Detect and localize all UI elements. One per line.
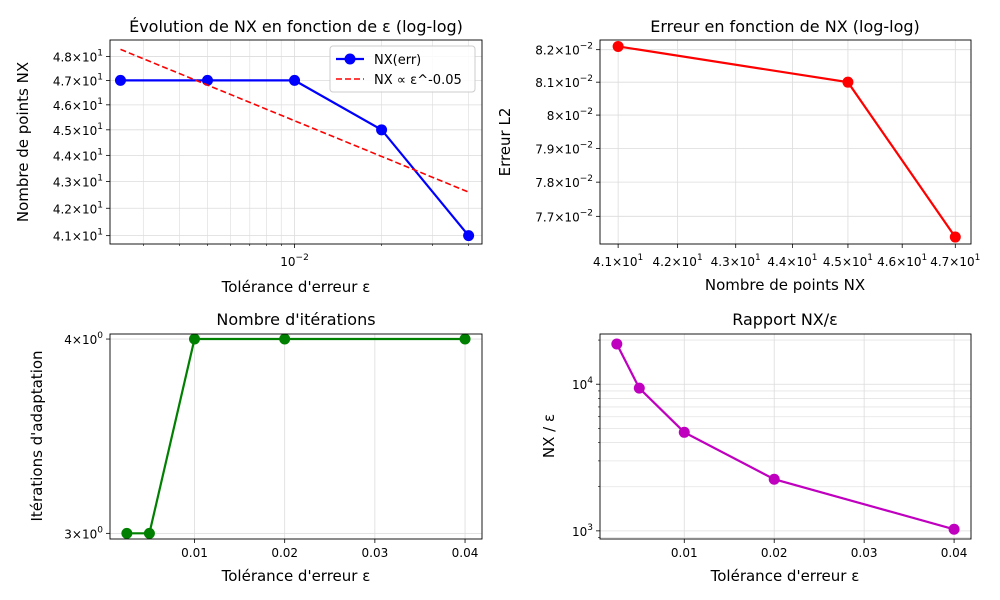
- data-point: [949, 231, 961, 243]
- x-tick-label: 0.03: [362, 546, 389, 560]
- data-point: [143, 527, 155, 539]
- y-tick-label: 4×100: [64, 331, 103, 347]
- x-axis-label: Tolérance d'erreur ε: [221, 567, 371, 585]
- legend-marker: [344, 53, 356, 65]
- y-axis-label: NX / ε: [540, 414, 558, 458]
- axes-frame: [599, 333, 972, 540]
- x-tick-label: 4.4×101: [767, 253, 817, 269]
- data-point: [121, 527, 133, 539]
- y-tick-label: 4.1×101: [53, 228, 103, 244]
- y-tick-label: 3×100: [64, 525, 103, 541]
- panel-nx-vs-eps: Évolution de NX en fonction de ε (log-lo…: [14, 17, 483, 296]
- data-point: [114, 74, 126, 86]
- data-point: [678, 426, 690, 438]
- y-tick-label: 7.9×10−2: [535, 140, 593, 156]
- data-point: [611, 338, 623, 350]
- x-tick-label: 4.5×101: [823, 253, 873, 269]
- y-tick-label: 8.2×10−2: [535, 42, 593, 58]
- legend-label: NX(err): [374, 53, 421, 68]
- data-point: [463, 230, 475, 242]
- data-point: [768, 473, 780, 485]
- y-tick-label: 4.5×101: [53, 122, 103, 138]
- grid: 0.01 0.02 0.03 0.04 103 104: [572, 334, 971, 560]
- series-0: [612, 40, 961, 243]
- y-tick-label: 4.7×101: [53, 72, 103, 88]
- axes-frame: [599, 39, 972, 245]
- x-tick-label: 4.1×101: [593, 253, 643, 269]
- x-tick-label: 0.02: [271, 546, 298, 560]
- y-axis-label: Erreur L2: [496, 108, 514, 177]
- data-point: [289, 74, 301, 86]
- data-point: [459, 333, 471, 345]
- x-tick-label: 4.7×101: [930, 253, 980, 269]
- y-tick-label: 4.8×101: [53, 48, 103, 64]
- chart-title: Rapport NX/ε: [732, 310, 838, 329]
- panel-error-vs-nx: Erreur en fonction de NX (log-log) Nombr…: [496, 17, 980, 294]
- y-tick-label: 4.6×101: [53, 97, 103, 113]
- x-tick-label: 4.3×101: [711, 253, 761, 269]
- series-0: [611, 338, 960, 535]
- x-tick-label: 0.01: [181, 546, 208, 560]
- y-tick-label: 4.4×101: [53, 147, 103, 163]
- x-axis-label: Tolérance d'erreur ε: [221, 278, 371, 296]
- data-point: [376, 124, 388, 136]
- x-tick-label: 0.03: [851, 546, 878, 560]
- series-0: [121, 333, 471, 539]
- legend-label: NX ∝ ε^-0.05: [374, 73, 462, 88]
- y-tick-label: 8.1×10−2: [535, 74, 593, 90]
- chart-title: Nombre d'itérations: [216, 310, 375, 329]
- x-tick-label: 4.2×101: [653, 253, 703, 269]
- y-tick-label: 4.2×101: [53, 200, 103, 216]
- y-tick-label: 4.3×101: [53, 174, 103, 190]
- x-axis-label: Nombre de points NX: [705, 276, 865, 294]
- x-tick-label: 0.02: [761, 546, 788, 560]
- chart-title: Évolution de NX en fonction de ε (log-lo…: [129, 17, 463, 36]
- data-point: [612, 40, 624, 52]
- legend-box: [329, 45, 476, 93]
- x-tick-label: 4.6×101: [877, 253, 927, 269]
- grid: 10−2 4.1×101 4.2×101 4.3×101 4.4×101 4.5×101 4…: [53, 40, 482, 269]
- x-tick-label: 0.04: [941, 546, 968, 560]
- data-point: [279, 333, 291, 345]
- x-tick-label: 0.04: [452, 546, 479, 560]
- x-tick-label: 10−2: [280, 253, 309, 269]
- grid: 0.01 0.02 0.03 0.04 3×100 4×100: [64, 331, 482, 560]
- panel-ratio: Rapport NX/ε Tolérance d'erreur ε NX / ε…: [540, 310, 972, 585]
- data-point: [842, 76, 854, 88]
- data-point: [948, 523, 960, 535]
- y-tick-label: 104: [572, 376, 593, 392]
- data-point: [189, 333, 201, 345]
- y-tick-label: 7.7×10−2: [535, 208, 593, 224]
- y-tick-label: 7.8×10−2: [535, 174, 593, 190]
- panel-iterations: Nombre d'itérations Tolérance d'erreur ε…: [28, 310, 483, 585]
- axes-frame: [109, 39, 483, 245]
- data-point: [633, 382, 645, 394]
- chart-title: Erreur en fonction de NX (log-log): [650, 17, 920, 36]
- y-axis-label: Nombre de points NX: [14, 62, 32, 222]
- legend: NX(err) NX ∝ ε^-0.05: [329, 45, 476, 93]
- grid: 4.1×101 4.2×101 4.3×101 4.4×101 4.5×101 4.6×1…: [535, 40, 980, 269]
- axes-frame: [109, 333, 483, 540]
- y-tick-label: 8×10−2: [547, 107, 593, 123]
- y-tick-label: 103: [572, 523, 593, 539]
- y-axis-label: Itérations d'adaptation: [28, 350, 46, 521]
- x-tick-label: 0.01: [671, 546, 698, 560]
- x-axis-label: Tolérance d'erreur ε: [710, 567, 860, 585]
